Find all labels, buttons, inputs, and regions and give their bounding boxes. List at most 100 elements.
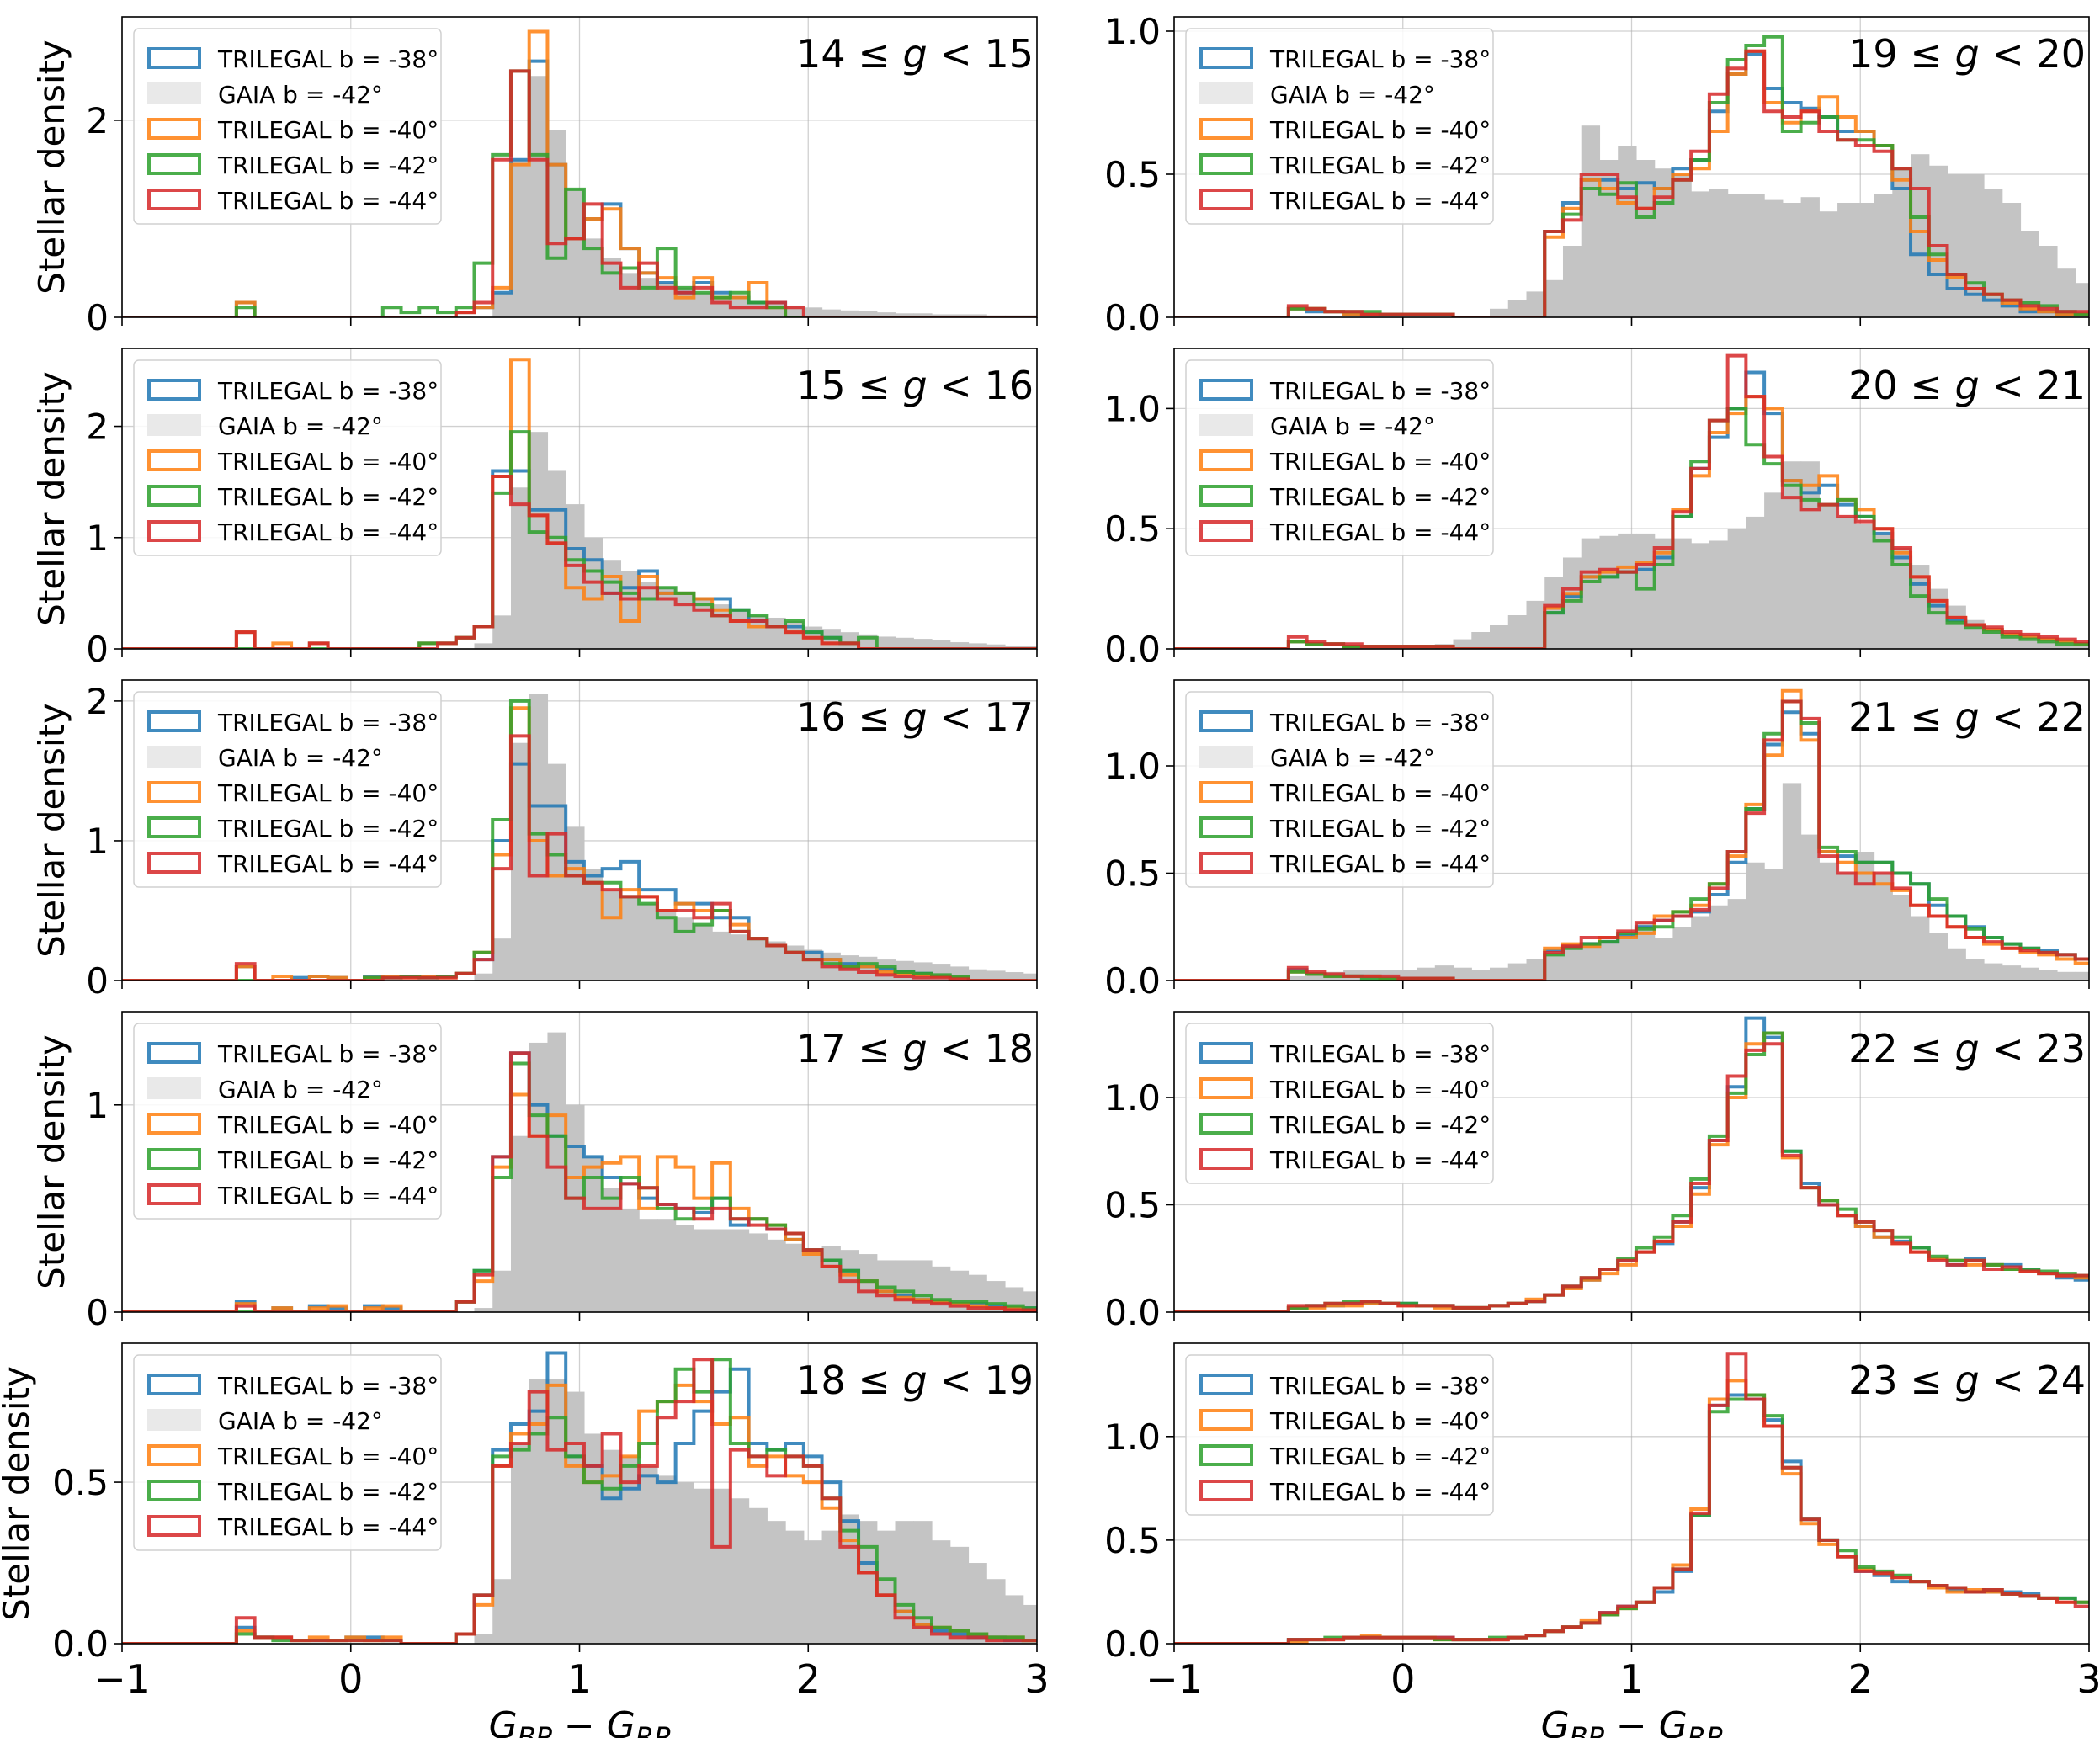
gaia-bar (639, 1219, 658, 1312)
panel-label-lt: < (1980, 1026, 2037, 1071)
panel-label-hi: 17 (984, 694, 1034, 740)
series-step-line (122, 475, 1037, 649)
x-label-minus: − (552, 1704, 607, 1738)
gaia-bar (1892, 895, 1911, 981)
legend-entry: TRILEGAL b = -40° (1269, 116, 1491, 144)
gaia-bar (1306, 974, 1326, 981)
gaia-bar (1004, 1595, 1024, 1644)
gaia-bar (913, 1260, 933, 1312)
panel-label-lo: 19 (1848, 31, 1898, 77)
panel-label-lo: 23 (1848, 1358, 1898, 1403)
series-step-line (1174, 353, 2089, 649)
legend-entry: TRILEGAL b = -40° (217, 116, 439, 144)
gaia-bar (620, 896, 640, 981)
panel-label-le: ≤ (846, 363, 903, 408)
panel-label: 17 ≤ g < 18 (796, 1026, 1034, 1071)
panel-label-le: ≤ (846, 1026, 903, 1071)
gaia-bar (1471, 970, 1491, 981)
gaia-bar (1023, 1604, 1037, 1644)
gaia-bar (1635, 922, 1656, 981)
legend-entry: GAIA b = -42° (1270, 744, 1435, 772)
plot-area (122, 1351, 1037, 1644)
gaia-bar (859, 1521, 878, 1644)
gaia-bar (1800, 834, 1820, 981)
panel-label-lo: 18 (796, 1358, 846, 1403)
gaia-bar (1709, 189, 1729, 317)
y-tick-label: 0.0 (1104, 1624, 1161, 1665)
x-label-g1: G (1541, 1704, 1570, 1738)
gaia-bar (2075, 971, 2089, 981)
gaia-bar (1635, 160, 1656, 317)
panel-label-hi: 24 (2036, 1358, 2086, 1403)
legend-entry: TRILEGAL b = -38° (217, 709, 439, 736)
gaia-bar (510, 487, 530, 649)
gaia-bar (529, 694, 549, 981)
gaia-bar (913, 313, 933, 317)
gaia-bar (583, 537, 603, 649)
panel-label-le: ≤ (846, 694, 903, 740)
x-axis-label: GBP − GRP (489, 1704, 672, 1738)
series-gaia (1434, 461, 2089, 649)
panel-label-le: ≤ (1898, 31, 1955, 77)
gaia-bar (895, 1521, 914, 1644)
gaia-bar (913, 639, 933, 649)
plot-area (1174, 35, 2089, 317)
gaia-bar (1855, 203, 1875, 317)
gaia-bar (474, 643, 493, 649)
panel-4: 0.0 0.5 1.0 20 ≤ g < 21 TRILEGAL b = -38° GAI… (1104, 348, 2090, 670)
gaia-bar (968, 1563, 987, 1644)
gaia-bar (694, 292, 713, 317)
gaia-bar (1471, 632, 1491, 649)
gaia-bar (1581, 125, 1601, 317)
gaia-bar (1672, 927, 1692, 981)
gaia-bar (1837, 203, 1857, 317)
gaia-bar (1507, 963, 1528, 981)
gaia-bar (620, 1456, 640, 1644)
legend-swatch-trilegal (147, 852, 201, 874)
panel-label-g: g (1954, 363, 1979, 408)
x-label-sub1: BP (518, 1721, 553, 1738)
gaia-bar (1544, 952, 1564, 981)
gaia-bar (803, 1250, 823, 1312)
y-tick-label: 0.5 (1104, 1185, 1161, 1226)
plot-area (1174, 1016, 2089, 1312)
panel-label-lt: < (1980, 363, 2037, 408)
gaia-bar (730, 1229, 750, 1312)
gaia-bar (1855, 524, 1875, 649)
plot-area (122, 29, 1037, 317)
legend-entry: TRILEGAL b = -40° (1269, 448, 1491, 476)
y-tick-label: 2 (86, 100, 109, 141)
panel-label-lt: < (928, 31, 985, 77)
gaia-bar (1599, 535, 1619, 649)
gaia-bar (859, 956, 878, 981)
y-axis-label: Stellar density (31, 40, 72, 295)
gaia-bar (583, 869, 603, 981)
gaia-bar (620, 273, 640, 317)
panel-label-g: g (902, 1358, 927, 1403)
series-gaia (492, 76, 1037, 317)
legend-swatch-trilegal (1199, 153, 1253, 175)
series-gaia (474, 694, 1037, 981)
gaia-bar (474, 1308, 493, 1312)
legend-entry: TRILEGAL b = -38° (217, 1372, 439, 1400)
gaia-bar (639, 903, 658, 981)
legend-entry: TRILEGAL b = -42° (1269, 815, 1491, 842)
gaia-bar (913, 1521, 933, 1644)
gaia-bar (1746, 194, 1765, 317)
y-tick-label: 0.5 (1104, 853, 1161, 895)
gaia-bar (986, 1579, 1006, 1644)
gaia-bar (1654, 168, 1674, 317)
legend-entry: TRILEGAL b = -38° (217, 1040, 439, 1068)
gaia-bar (510, 1443, 530, 1644)
gaia-bar (1837, 873, 1857, 981)
gaia-bar (566, 504, 585, 649)
gaia-bar (1928, 588, 1948, 649)
gaia-bar (657, 283, 677, 317)
legend-swatch-trilegal (147, 449, 201, 471)
y-axis-label: Stellar density (31, 703, 72, 958)
x-tick-label: 1 (1619, 1656, 1644, 1702)
series-step-line (122, 69, 1037, 317)
x-label-sub2: RP (635, 1721, 671, 1738)
series-step-line (122, 734, 1037, 981)
panel-label-lo: 14 (796, 31, 846, 77)
